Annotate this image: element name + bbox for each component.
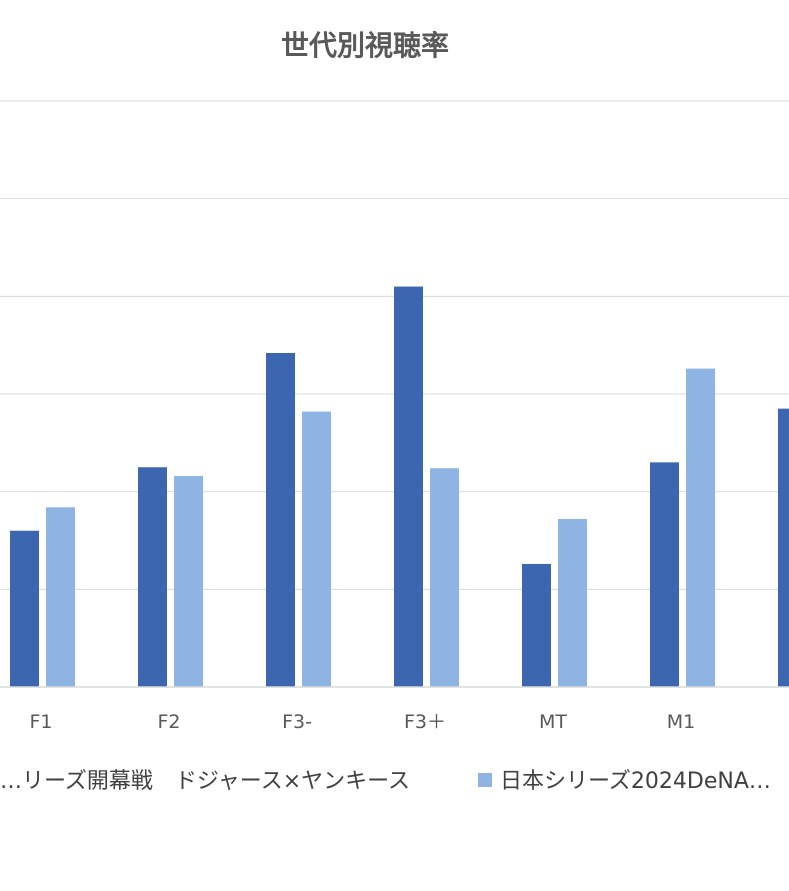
bars: [10, 286, 789, 687]
legend-swatch-japan-series: [478, 773, 492, 787]
bar-series1-cat6: [778, 408, 789, 687]
chart-title: 世代別視聴率: [281, 29, 449, 62]
x-tick-label: F1: [29, 711, 52, 733]
legend-label-japan-series: 日本シリーズ2024DeNA…: [500, 769, 771, 794]
x-tick-labels: F1 F2 F3- F3＋ MT M1: [29, 711, 695, 733]
x-tick-label: F2: [157, 711, 180, 733]
bar-series1-F3-: [266, 352, 295, 687]
x-tick-label: MT: [539, 711, 567, 733]
legend: …リーズ開幕戦 ドジャース×ヤンキース 日本シリーズ2024DeNA…: [0, 769, 771, 794]
bar-series1-MT: [522, 563, 551, 687]
x-tick-label: F3-: [282, 711, 312, 733]
bar-series2-F2: [174, 476, 203, 687]
bar-series1-M1: [650, 462, 679, 687]
bar-series2-F3＋: [430, 468, 459, 687]
bar-series2-F1: [46, 507, 75, 687]
x-tick-label: F3＋: [404, 711, 446, 733]
bar-series1-F3＋: [394, 286, 423, 687]
bar-series2-MT: [558, 519, 587, 687]
bar-series2-F3-: [302, 411, 331, 687]
bar-series1-F2: [138, 467, 167, 687]
legend-label-mlb-opening: …リーズ開幕戦 ドジャース×ヤンキース: [0, 769, 410, 794]
x-tick-label: M1: [667, 711, 695, 733]
bar-series2-M1: [686, 368, 715, 687]
bar-series1-F1: [10, 530, 39, 687]
